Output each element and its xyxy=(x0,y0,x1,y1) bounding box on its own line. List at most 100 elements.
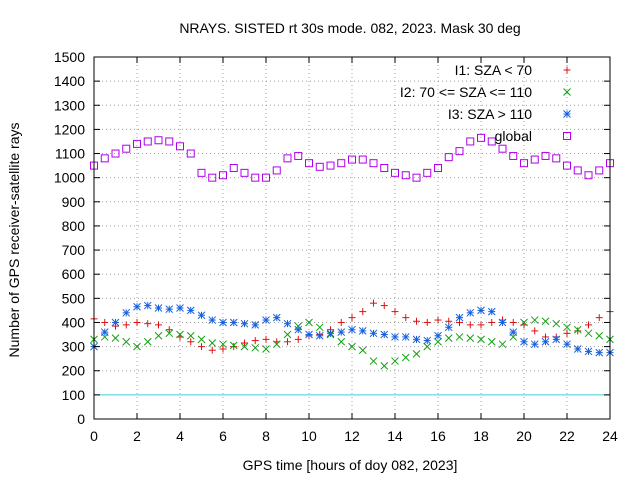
data-point xyxy=(455,313,464,322)
data-point xyxy=(229,164,238,173)
data-point xyxy=(445,317,453,325)
data-point xyxy=(143,301,152,310)
x-tick-label: 2 xyxy=(133,428,141,444)
data-point xyxy=(197,168,206,177)
y-tick-label: 600 xyxy=(62,266,86,282)
data-point xyxy=(552,319,561,328)
data-point xyxy=(198,343,205,351)
data-point xyxy=(143,137,152,146)
data-point xyxy=(122,144,131,153)
data-point xyxy=(477,335,485,344)
data-point xyxy=(337,318,345,326)
data-point xyxy=(369,329,378,338)
data-point xyxy=(509,318,517,326)
y-tick-label: 300 xyxy=(62,339,86,355)
legend-label: global xyxy=(495,128,532,144)
legend-label: I3: SZA > 110 xyxy=(448,106,532,122)
data-point xyxy=(520,337,528,346)
data-point xyxy=(595,166,604,175)
data-point xyxy=(272,166,281,175)
data-point xyxy=(305,159,313,168)
y-tick-label: 900 xyxy=(62,194,86,210)
data-point xyxy=(455,333,464,341)
data-point xyxy=(294,325,303,334)
data-point xyxy=(402,314,410,322)
data-point xyxy=(305,318,313,327)
data-point xyxy=(100,154,109,163)
data-point xyxy=(487,137,496,146)
data-point xyxy=(563,323,571,332)
data-point xyxy=(122,321,130,329)
y-tick-label: 700 xyxy=(62,242,86,258)
data-point xyxy=(595,314,603,322)
data-point xyxy=(100,328,109,336)
data-point xyxy=(563,329,571,337)
data-point xyxy=(133,342,141,351)
data-point xyxy=(595,348,604,357)
data-point xyxy=(165,326,173,334)
series-3-points xyxy=(90,133,614,182)
data-point xyxy=(262,335,270,343)
data-point xyxy=(370,299,377,307)
data-point xyxy=(326,329,335,338)
data-point xyxy=(444,153,453,162)
data-point xyxy=(348,155,356,164)
data-point xyxy=(294,335,302,343)
data-point xyxy=(283,330,292,339)
y-tick-label: 800 xyxy=(62,218,86,234)
data-point xyxy=(165,329,174,338)
data-point xyxy=(509,151,518,160)
x-tick-label: 12 xyxy=(344,428,360,444)
data-point xyxy=(283,154,292,163)
data-point xyxy=(423,336,432,345)
data-point xyxy=(412,349,421,358)
data-point xyxy=(176,142,184,151)
legend-label: I1: SZA < 70 xyxy=(455,62,533,78)
data-point xyxy=(229,318,238,327)
legend-marker xyxy=(563,132,571,140)
data-point xyxy=(369,159,378,168)
x-tick-label: 14 xyxy=(387,428,403,444)
data-point xyxy=(348,325,356,334)
data-point xyxy=(154,331,163,340)
x-axis-title: GPS time [hours of doy 082, 2023] xyxy=(243,457,458,473)
data-point xyxy=(413,317,420,325)
y-tick-label: 1500 xyxy=(54,49,85,65)
data-point xyxy=(359,308,367,316)
data-point xyxy=(380,330,389,339)
data-point xyxy=(434,337,442,346)
data-point xyxy=(208,346,216,354)
data-point xyxy=(219,318,227,327)
data-point xyxy=(358,155,367,164)
y-tick-label: 0 xyxy=(77,411,85,427)
data-point xyxy=(240,319,249,328)
y-tick-label: 1300 xyxy=(54,97,85,113)
data-point xyxy=(530,340,539,349)
data-point xyxy=(208,339,217,347)
data-point xyxy=(251,321,260,329)
data-point xyxy=(380,362,389,370)
y-axis-title: Number of GPS receiver-satellite rays xyxy=(6,123,22,358)
data-point xyxy=(144,320,152,328)
data-point xyxy=(585,321,592,329)
data-point xyxy=(584,329,593,338)
data-point xyxy=(133,302,141,311)
x-tick-label: 20 xyxy=(516,428,532,444)
data-point xyxy=(477,306,485,315)
data-point xyxy=(541,337,550,346)
x-tick-label: 4 xyxy=(176,428,184,444)
data-point xyxy=(584,171,593,180)
data-point xyxy=(498,144,507,153)
data-point xyxy=(477,321,485,329)
data-point xyxy=(487,337,496,346)
data-point xyxy=(315,323,324,332)
data-point xyxy=(315,331,324,340)
data-point xyxy=(251,173,260,182)
data-point xyxy=(401,333,410,341)
data-point xyxy=(552,335,561,344)
data-point xyxy=(154,136,163,145)
data-point xyxy=(573,345,582,353)
data-point xyxy=(423,318,431,326)
data-point xyxy=(466,137,475,146)
